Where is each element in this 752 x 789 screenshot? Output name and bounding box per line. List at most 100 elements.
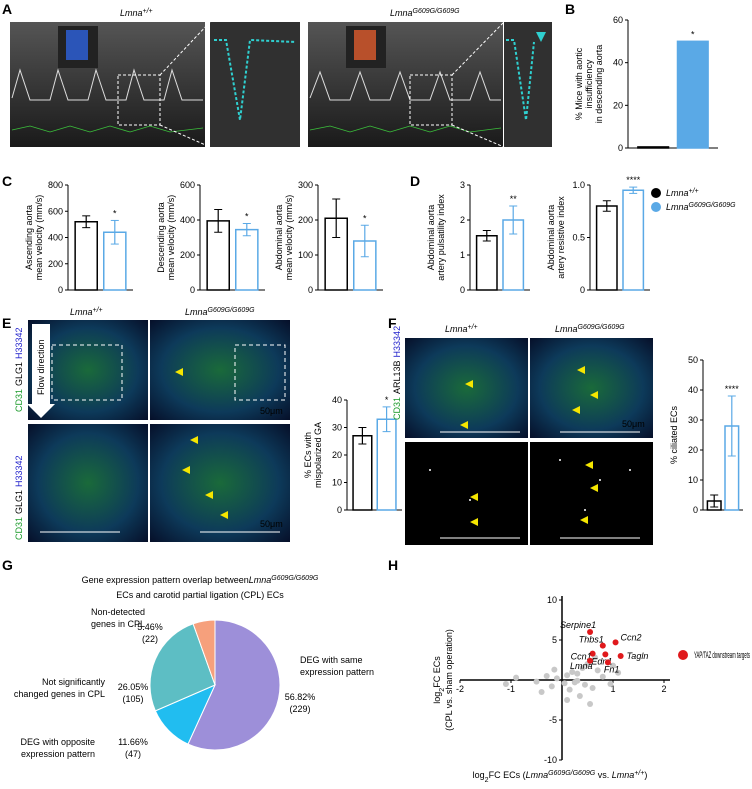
bar	[595, 205, 618, 291]
y-axis-label: insufficiency	[584, 59, 594, 108]
bar	[235, 228, 259, 291]
x-tick-label: -1	[507, 684, 515, 694]
y-tick-label: 10	[688, 475, 698, 485]
point	[513, 674, 520, 681]
point	[599, 673, 606, 680]
y-axis-label: mean velocity (mm/s)	[284, 195, 294, 281]
slice-count: (229)	[289, 704, 310, 714]
point	[610, 662, 616, 669]
slice-name: genes in CPL	[91, 619, 145, 629]
point	[574, 670, 581, 677]
x-tick-label: 1	[610, 684, 615, 694]
gene-label: Serpine1	[560, 620, 596, 630]
panel-label: B	[565, 1, 575, 17]
y-tick-label: 400	[180, 215, 195, 225]
point	[587, 701, 594, 707]
y-tick-label: 0	[58, 285, 63, 295]
text-part: CD31	[14, 517, 24, 540]
text-part: Lmna	[526, 770, 549, 780]
point	[607, 681, 614, 687]
y-axis-label: mean velocity (mm/s)	[34, 195, 44, 281]
pie-slice	[192, 619, 216, 686]
text-part: vs.	[595, 770, 612, 780]
pie-title: ECs and carotid partial ligation (CPL) E…	[116, 590, 284, 600]
text-part: Lmna	[666, 188, 689, 198]
panel-label: C	[2, 173, 12, 189]
slice-value: 56.82%	[285, 692, 316, 702]
y-tick-label: 20	[332, 450, 342, 460]
y-tick-label: 3	[460, 180, 465, 190]
target-point	[612, 639, 619, 646]
point	[569, 669, 576, 675]
y-tick-label: 30	[332, 423, 342, 433]
x-axis-label: log2FC ECs (LmnaG609G/G609G vs. Lmna+/+)	[473, 770, 648, 784]
gene-label: Lmna	[570, 661, 593, 671]
pie-slice	[187, 619, 281, 751]
y-axis-label: Abdominal aorta	[274, 205, 284, 271]
target-point	[617, 653, 624, 659]
slice-value: 11.66%	[118, 737, 148, 747]
bar	[475, 235, 498, 291]
stain-label: CD31 GLG1 H33342	[14, 455, 24, 540]
text-part: CD31	[14, 389, 24, 412]
point	[548, 683, 555, 690]
x-tick-label: 2	[661, 684, 666, 694]
gene-label: Edn1	[591, 656, 612, 666]
y-tick-label: 1	[460, 250, 465, 260]
y-tick-label: 0	[618, 143, 623, 153]
text-part: )	[644, 770, 647, 780]
gene-label: Ccn1	[571, 652, 592, 662]
text-part: G609G/G609G	[413, 8, 461, 15]
panel-label: H	[388, 557, 398, 573]
slice-count: (47)	[125, 749, 141, 759]
significance: *	[363, 213, 367, 223]
pie-title: Gene expression pattern overlap betweenL…	[82, 575, 319, 586]
significance: ****	[725, 384, 740, 394]
y-axis-label: (CPL vs. sham operation)	[444, 629, 454, 731]
legend-label: YAP/TAZ downstream targets	[694, 650, 750, 660]
y-axis-label: Descending aorta	[156, 202, 166, 273]
y-tick-label: 0	[190, 285, 195, 295]
significance: ****	[626, 175, 641, 185]
point	[564, 697, 571, 703]
legend-marker	[651, 202, 661, 212]
text-part: G609G/G609G	[689, 202, 737, 209]
y-tick-label: 30	[688, 415, 698, 425]
slice-name: DEG with opposite	[20, 737, 95, 747]
point	[581, 681, 588, 688]
y-tick-label: 2	[460, 215, 465, 225]
rich-label: Lmna+/+	[445, 324, 478, 335]
text-part: G609G/G609G	[208, 307, 256, 314]
bar	[637, 146, 670, 149]
microscopy-f	[405, 338, 653, 545]
y-tick-label: 5	[552, 635, 557, 645]
text-part: FC ECs	[432, 656, 442, 688]
y-tick-label: 0.5	[572, 233, 585, 243]
slice-value: 26.05%	[118, 682, 149, 692]
point	[579, 665, 586, 671]
significance: *	[113, 208, 117, 218]
y-tick-label: 40	[688, 385, 698, 395]
y-axis-label: mean velocity (mm/s)	[166, 195, 176, 281]
y-axis-label: log2FC ECs	[432, 656, 446, 704]
text-part: log	[473, 770, 485, 780]
text-part: Lmna	[612, 770, 635, 780]
text-part: H33342	[392, 326, 402, 358]
point	[589, 685, 596, 691]
y-tick-label: 0	[580, 285, 585, 295]
target-point	[587, 657, 594, 664]
text-part: GLG1	[14, 362, 24, 386]
text-part: CD31	[392, 397, 402, 420]
text-part: Lmna	[390, 8, 413, 18]
y-tick-label: -5	[549, 715, 557, 725]
y-axis-label: in descending aorta	[594, 45, 604, 124]
point	[576, 693, 583, 699]
y-tick-label: 200	[180, 250, 195, 260]
slice-count: (22)	[142, 634, 158, 644]
rich-label: Lmna+/+	[120, 8, 153, 19]
text-part: Lmna	[249, 575, 272, 585]
point	[543, 673, 550, 679]
point	[615, 669, 622, 676]
target-point	[599, 642, 606, 649]
point	[566, 686, 573, 693]
